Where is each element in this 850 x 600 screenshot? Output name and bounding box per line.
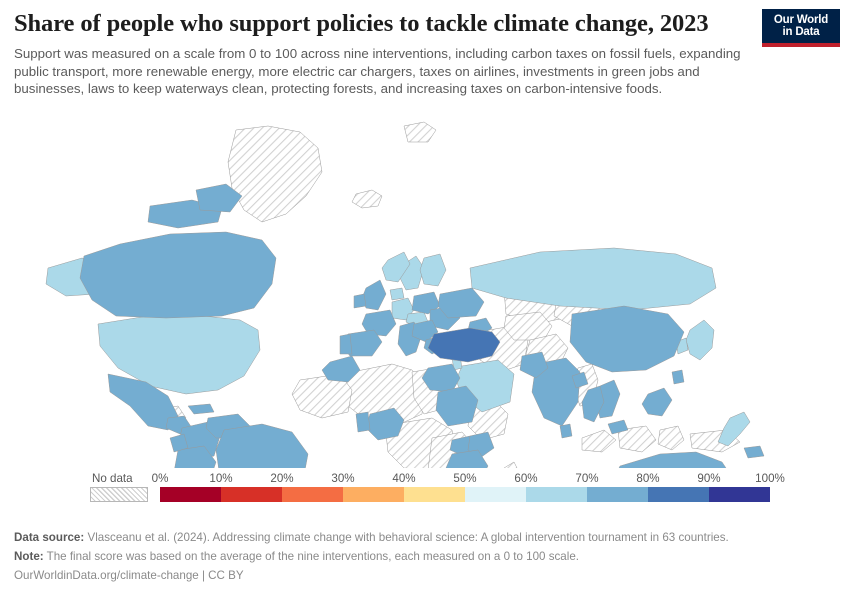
map-region-france — [361, 309, 397, 337]
map-region-india — [531, 357, 581, 427]
legend-tick-40pct: 40% — [392, 472, 416, 485]
footer-note-row: Note: The final score was based on the a… — [14, 547, 836, 566]
legend-tick-100pct: 100% — [755, 472, 785, 485]
chart-footer: Data source: Vlasceanu et al. (2024). Ad… — [14, 528, 836, 585]
legend-no-data-swatch[interactable] — [90, 487, 148, 502]
logo-line-1: Our World — [773, 13, 829, 26]
map-region-bin-80-90-group — [427, 327, 501, 363]
legend-tick-20pct: 20% — [270, 472, 294, 485]
legend-bin-10-20%[interactable] — [221, 487, 282, 502]
logo-line-2: in Data — [782, 26, 820, 38]
legend-tick-90pct: 90% — [697, 472, 721, 485]
map-region-portugal — [339, 333, 353, 355]
map-region-ecuador — [169, 433, 189, 453]
legend-bin-20-30%[interactable] — [282, 487, 343, 502]
map-region-png — [743, 445, 765, 459]
map-region-cuba — [187, 403, 215, 415]
legend-tick-30pct: 30% — [331, 472, 355, 485]
world-choropleth-map[interactable] — [0, 118, 850, 468]
title-block: Share of people who support policies to … — [14, 10, 744, 98]
map-region-mexico — [107, 373, 179, 431]
map-region-ireland — [353, 293, 367, 309]
map-region-indonesia-sumatra — [581, 429, 617, 453]
legend-bin-70-80%[interactable] — [587, 487, 648, 502]
map-region-balkans — [411, 319, 439, 343]
footer-license-row: OurWorldinData.org/climate-change | CC B… — [14, 566, 836, 585]
map-region-denmark — [389, 287, 405, 301]
legend-no-data-label: No data — [92, 472, 133, 485]
map-region-peru — [174, 445, 217, 468]
legend-tick-container: 0% 10% 20% 30% 40% 50% 60% 70% 80% 90% 100% — [152, 468, 785, 486]
map-region-japan — [685, 319, 715, 361]
map-region-iceland — [351, 189, 383, 209]
map-region-bangladesh — [571, 371, 589, 389]
legend-bin-30-40%[interactable] — [343, 487, 404, 502]
map-region-greenland — [227, 125, 323, 223]
legend-tick-50pct: 50% — [453, 472, 477, 485]
legend-bin-0-10%[interactable] — [160, 487, 221, 502]
map-region-malaysia — [607, 419, 629, 435]
footer-source-row: Data source: Vlasceanu et al. (2024). Ad… — [14, 528, 836, 547]
map-region-bin-60-70-group — [45, 247, 751, 447]
our-world-in-data-logo[interactable]: Our World in Data — [762, 9, 840, 47]
map-region-china — [569, 305, 685, 373]
map-svg — [45, 121, 765, 468]
map-region-morocco — [321, 355, 361, 383]
map-region-bin-70-80-group — [79, 183, 765, 468]
map-region-baffin — [195, 183, 243, 213]
map-region-russia — [469, 247, 717, 311]
map-region-thailand — [581, 385, 605, 423]
page-title: Share of people who support policies to … — [14, 10, 709, 37]
map-region-australia — [618, 451, 727, 468]
map-region-ukraine — [437, 287, 485, 319]
map-region-taiwan — [671, 369, 685, 385]
legend-bin-40-50%[interactable] — [404, 487, 465, 502]
legend-tick-70pct: 70% — [575, 472, 599, 485]
legend-tick-60pct: 60% — [514, 472, 538, 485]
footer-note-text: The final score was based on the average… — [46, 550, 580, 563]
footer-note-label: Note: — [14, 550, 44, 563]
map-region-philippines — [641, 387, 673, 417]
legend-bin-90-100%[interactable] — [709, 487, 770, 502]
map-region-svalbard — [403, 121, 437, 143]
map-region-turkey — [427, 327, 501, 363]
map-region-indonesia-sulawesi — [657, 425, 685, 451]
legend-color-scale[interactable] — [160, 487, 770, 502]
map-region-canada — [79, 231, 277, 319]
map-legend[interactable]: No data 0% 10% 20% 30% 40% 50% 60% 70% 80% 90% 100… — [0, 468, 850, 512]
map-region-sudan — [435, 385, 479, 427]
legend-bin-80-90%[interactable] — [648, 487, 709, 502]
footer-source-text: Vlasceanu et al. (2024). Addressing clim… — [87, 531, 729, 544]
map-region-norway — [381, 251, 411, 283]
footer-license-link[interactable]: OurWorldinData.org/climate-change | CC B… — [14, 569, 244, 582]
legend-tick-10pct: 10% — [209, 472, 233, 485]
legend-tick-80pct: 80% — [636, 472, 660, 485]
map-region-tanzania — [445, 449, 489, 468]
map-region-sri-lanka — [559, 423, 573, 439]
footer-source-label: Data source: — [14, 531, 85, 544]
legend-bin-50-60%[interactable] — [465, 487, 526, 502]
chart-subtitle: Support was measured on a scale from 0 t… — [14, 46, 741, 97]
map-region-finland — [419, 253, 447, 287]
legend-tick-0pct: 0% — [151, 472, 169, 485]
map-region-madagascar — [503, 461, 518, 468]
legend-bin-60-70%[interactable] — [526, 487, 587, 502]
map-region-indonesia-borneo — [617, 425, 657, 453]
map-region-brazil — [215, 423, 309, 468]
map-region-pakistan — [519, 351, 549, 379]
map-region-new-zealand — [717, 411, 751, 447]
map-region-benin — [355, 411, 371, 433]
